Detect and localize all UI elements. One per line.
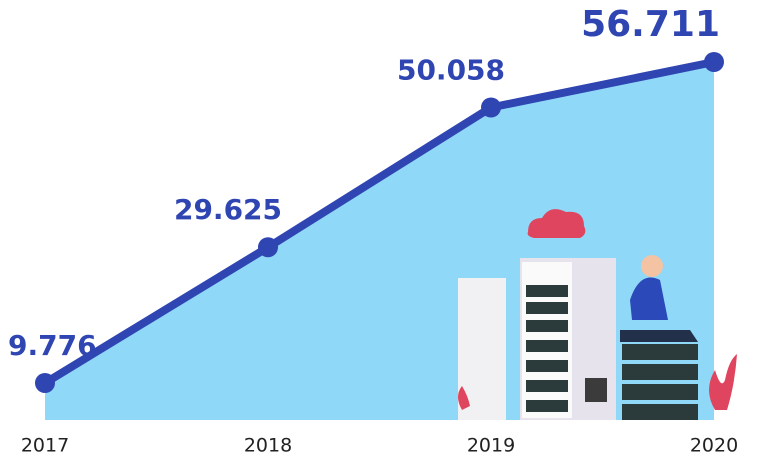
point (258, 237, 278, 257)
value-label: 50.058 (397, 54, 505, 87)
value-label: 56.711 (581, 4, 720, 45)
person-head (641, 255, 663, 277)
x-tick-label: 2018 (244, 435, 292, 457)
speaker (585, 378, 607, 402)
page: 9.77629.62550.05856.7112017201820192020 … (0, 0, 770, 462)
x-tick-label: 2020 (690, 435, 738, 457)
value-label: 29.625 (174, 193, 282, 226)
person-legs (620, 330, 698, 342)
point (35, 373, 55, 393)
point (704, 52, 724, 72)
value-label: 9.776 (8, 329, 97, 362)
chart: 9.776 29.625 50.058 56.711 2017 2018 2019 2020 (0, 0, 770, 462)
x-tick-label: 2019 (467, 435, 515, 457)
x-tick-label: 2017 (21, 435, 69, 457)
point (481, 98, 501, 118)
